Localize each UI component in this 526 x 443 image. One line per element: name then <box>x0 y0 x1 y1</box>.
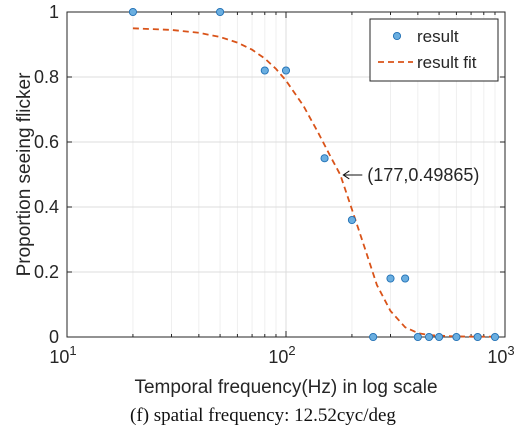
legend-label-result-fit: result fit <box>417 53 477 72</box>
data-point <box>425 332 434 342</box>
data-point <box>347 215 356 225</box>
data-point <box>452 332 461 342</box>
x-axis-label: Temporal frequency(Hz) in log scale <box>134 377 437 398</box>
x-tick-label: 101 <box>49 343 76 367</box>
y-tick-label: 0.6 <box>34 132 59 152</box>
data-point <box>386 274 395 283</box>
legend-label-result: result <box>417 27 459 46</box>
data-point <box>128 7 137 17</box>
data-point <box>216 7 225 17</box>
data-point <box>260 66 269 75</box>
data-point <box>473 332 482 342</box>
annotation-label: (177,0.49865) <box>367 165 479 185</box>
x-tick-label: 102 <box>268 343 295 367</box>
x-tick-label: 103 <box>487 343 514 367</box>
y-tick-label: 0.4 <box>34 197 59 217</box>
legend-marker-result <box>392 31 402 41</box>
y-axis-label: Proportion seeing flicker <box>14 72 35 276</box>
data-point <box>281 66 291 75</box>
data-point <box>320 154 329 163</box>
y-tick-label: 0 <box>49 327 59 347</box>
y-tick-label: 0.2 <box>34 262 59 282</box>
data-point <box>369 332 378 342</box>
annotation-arrow-head <box>342 170 350 180</box>
y-tick-label: 0.8 <box>34 67 59 87</box>
data-point <box>490 332 500 342</box>
y-tick-label: 1 <box>49 2 59 22</box>
data-point <box>413 332 422 342</box>
data-point <box>435 332 444 342</box>
chart-svg: 0 0.2 0.4 0.6 0.8 1 101 102 103 Temporal frequenc… <box>14 2 515 398</box>
data-point <box>401 274 410 283</box>
figure-caption: (f) spatial frequency: 12.52cyc/deg <box>130 405 396 426</box>
legend-box <box>369 18 499 82</box>
